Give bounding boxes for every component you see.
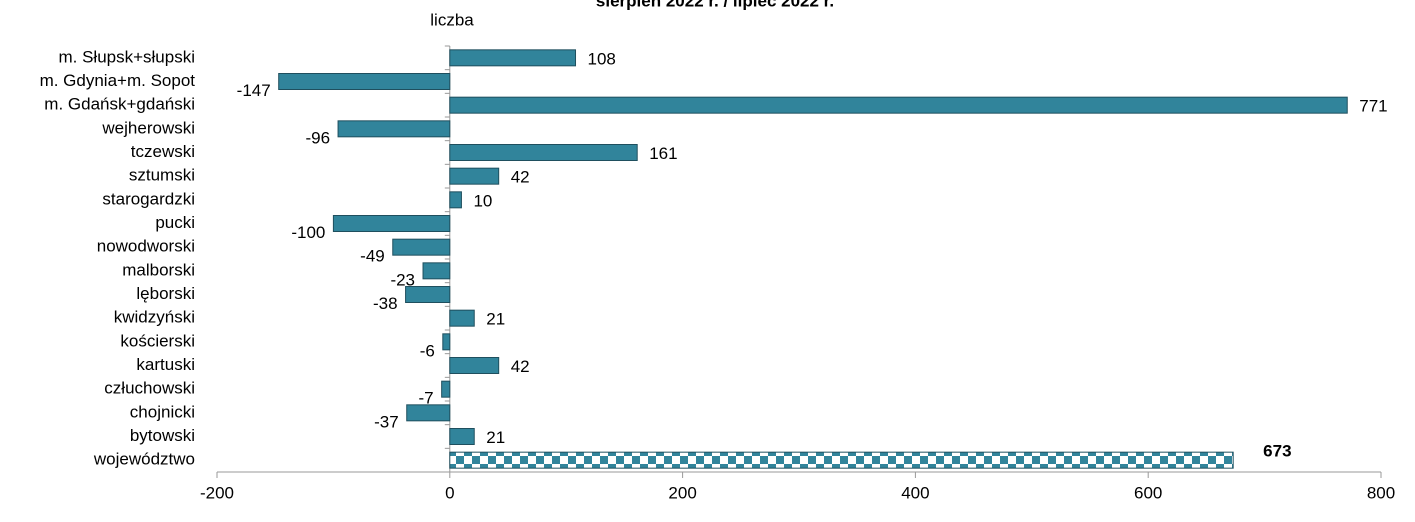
bar — [449, 167, 500, 185]
data-label: 673 — [1263, 442, 1291, 461]
bar — [422, 262, 451, 280]
y-tick-label: kościerski — [120, 331, 195, 350]
bar — [449, 96, 1348, 114]
x-tick-label: 600 — [1134, 483, 1162, 502]
y-tick-label: m. Gdańsk+gdański — [44, 95, 195, 114]
bar — [392, 238, 451, 256]
bar — [449, 144, 638, 161]
y-tick-label: województwo — [93, 450, 195, 469]
bar — [449, 309, 475, 327]
data-label: -49 — [360, 247, 385, 266]
data-label: 21 — [486, 428, 505, 447]
data-label: 21 — [486, 310, 505, 329]
y-tick-label: kartuski — [136, 355, 195, 374]
y-tick-label: bytowski — [130, 426, 195, 445]
data-label: -37 — [374, 412, 399, 431]
bar — [337, 120, 451, 138]
y-tick-label: m. Gdynia+m. Sopot — [40, 71, 196, 90]
data-label: -147 — [237, 81, 271, 100]
y-tick-label: sztumski — [129, 166, 195, 185]
bar — [442, 333, 451, 351]
bar — [332, 215, 451, 232]
bar — [449, 49, 577, 67]
chart-title: sierpień 2022 r. / lipiec 2022 r. — [596, 0, 834, 10]
y-tick-label: wejherowski — [101, 118, 195, 137]
y-tick-label: starogardzki — [102, 189, 195, 208]
data-label: 108 — [588, 49, 616, 68]
data-label: -6 — [420, 341, 435, 360]
data-label: 10 — [473, 191, 492, 210]
axis-label: liczba — [430, 10, 474, 29]
bar — [449, 451, 1234, 469]
y-tick-label: nowodworski — [97, 237, 195, 256]
x-tick-label: 200 — [668, 483, 696, 502]
y-tick-label: lęborski — [136, 284, 195, 303]
x-tick-label: -200 — [200, 483, 234, 502]
y-tick-label: pucki — [155, 213, 195, 232]
x-tick-label: 800 — [1367, 483, 1395, 502]
data-label: -23 — [390, 270, 415, 289]
x-tick-label: 0 — [445, 483, 454, 502]
data-label: -96 — [305, 128, 330, 147]
bar — [449, 428, 475, 445]
bar — [449, 191, 462, 209]
y-tick-label: kwidzyński — [114, 308, 195, 327]
bar — [278, 73, 451, 90]
bar — [449, 357, 500, 374]
data-label: -7 — [419, 389, 434, 408]
bar — [406, 404, 451, 422]
bar — [405, 286, 451, 303]
data-label: 42 — [511, 168, 530, 187]
bar — [441, 380, 451, 398]
data-label: 771 — [1359, 97, 1387, 116]
data-label: 42 — [511, 357, 530, 376]
y-tick-label: tczewski — [131, 142, 195, 161]
x-tick-label: 400 — [901, 483, 929, 502]
data-label: 161 — [649, 144, 677, 163]
y-tick-label: chojnicki — [130, 402, 195, 421]
y-tick-label: malborski — [122, 260, 195, 279]
data-label: -38 — [373, 294, 398, 313]
y-tick-label: m. Słupsk+słupski — [58, 47, 195, 66]
data-label: -100 — [291, 223, 325, 242]
y-tick-label: człuchowski — [104, 379, 195, 398]
